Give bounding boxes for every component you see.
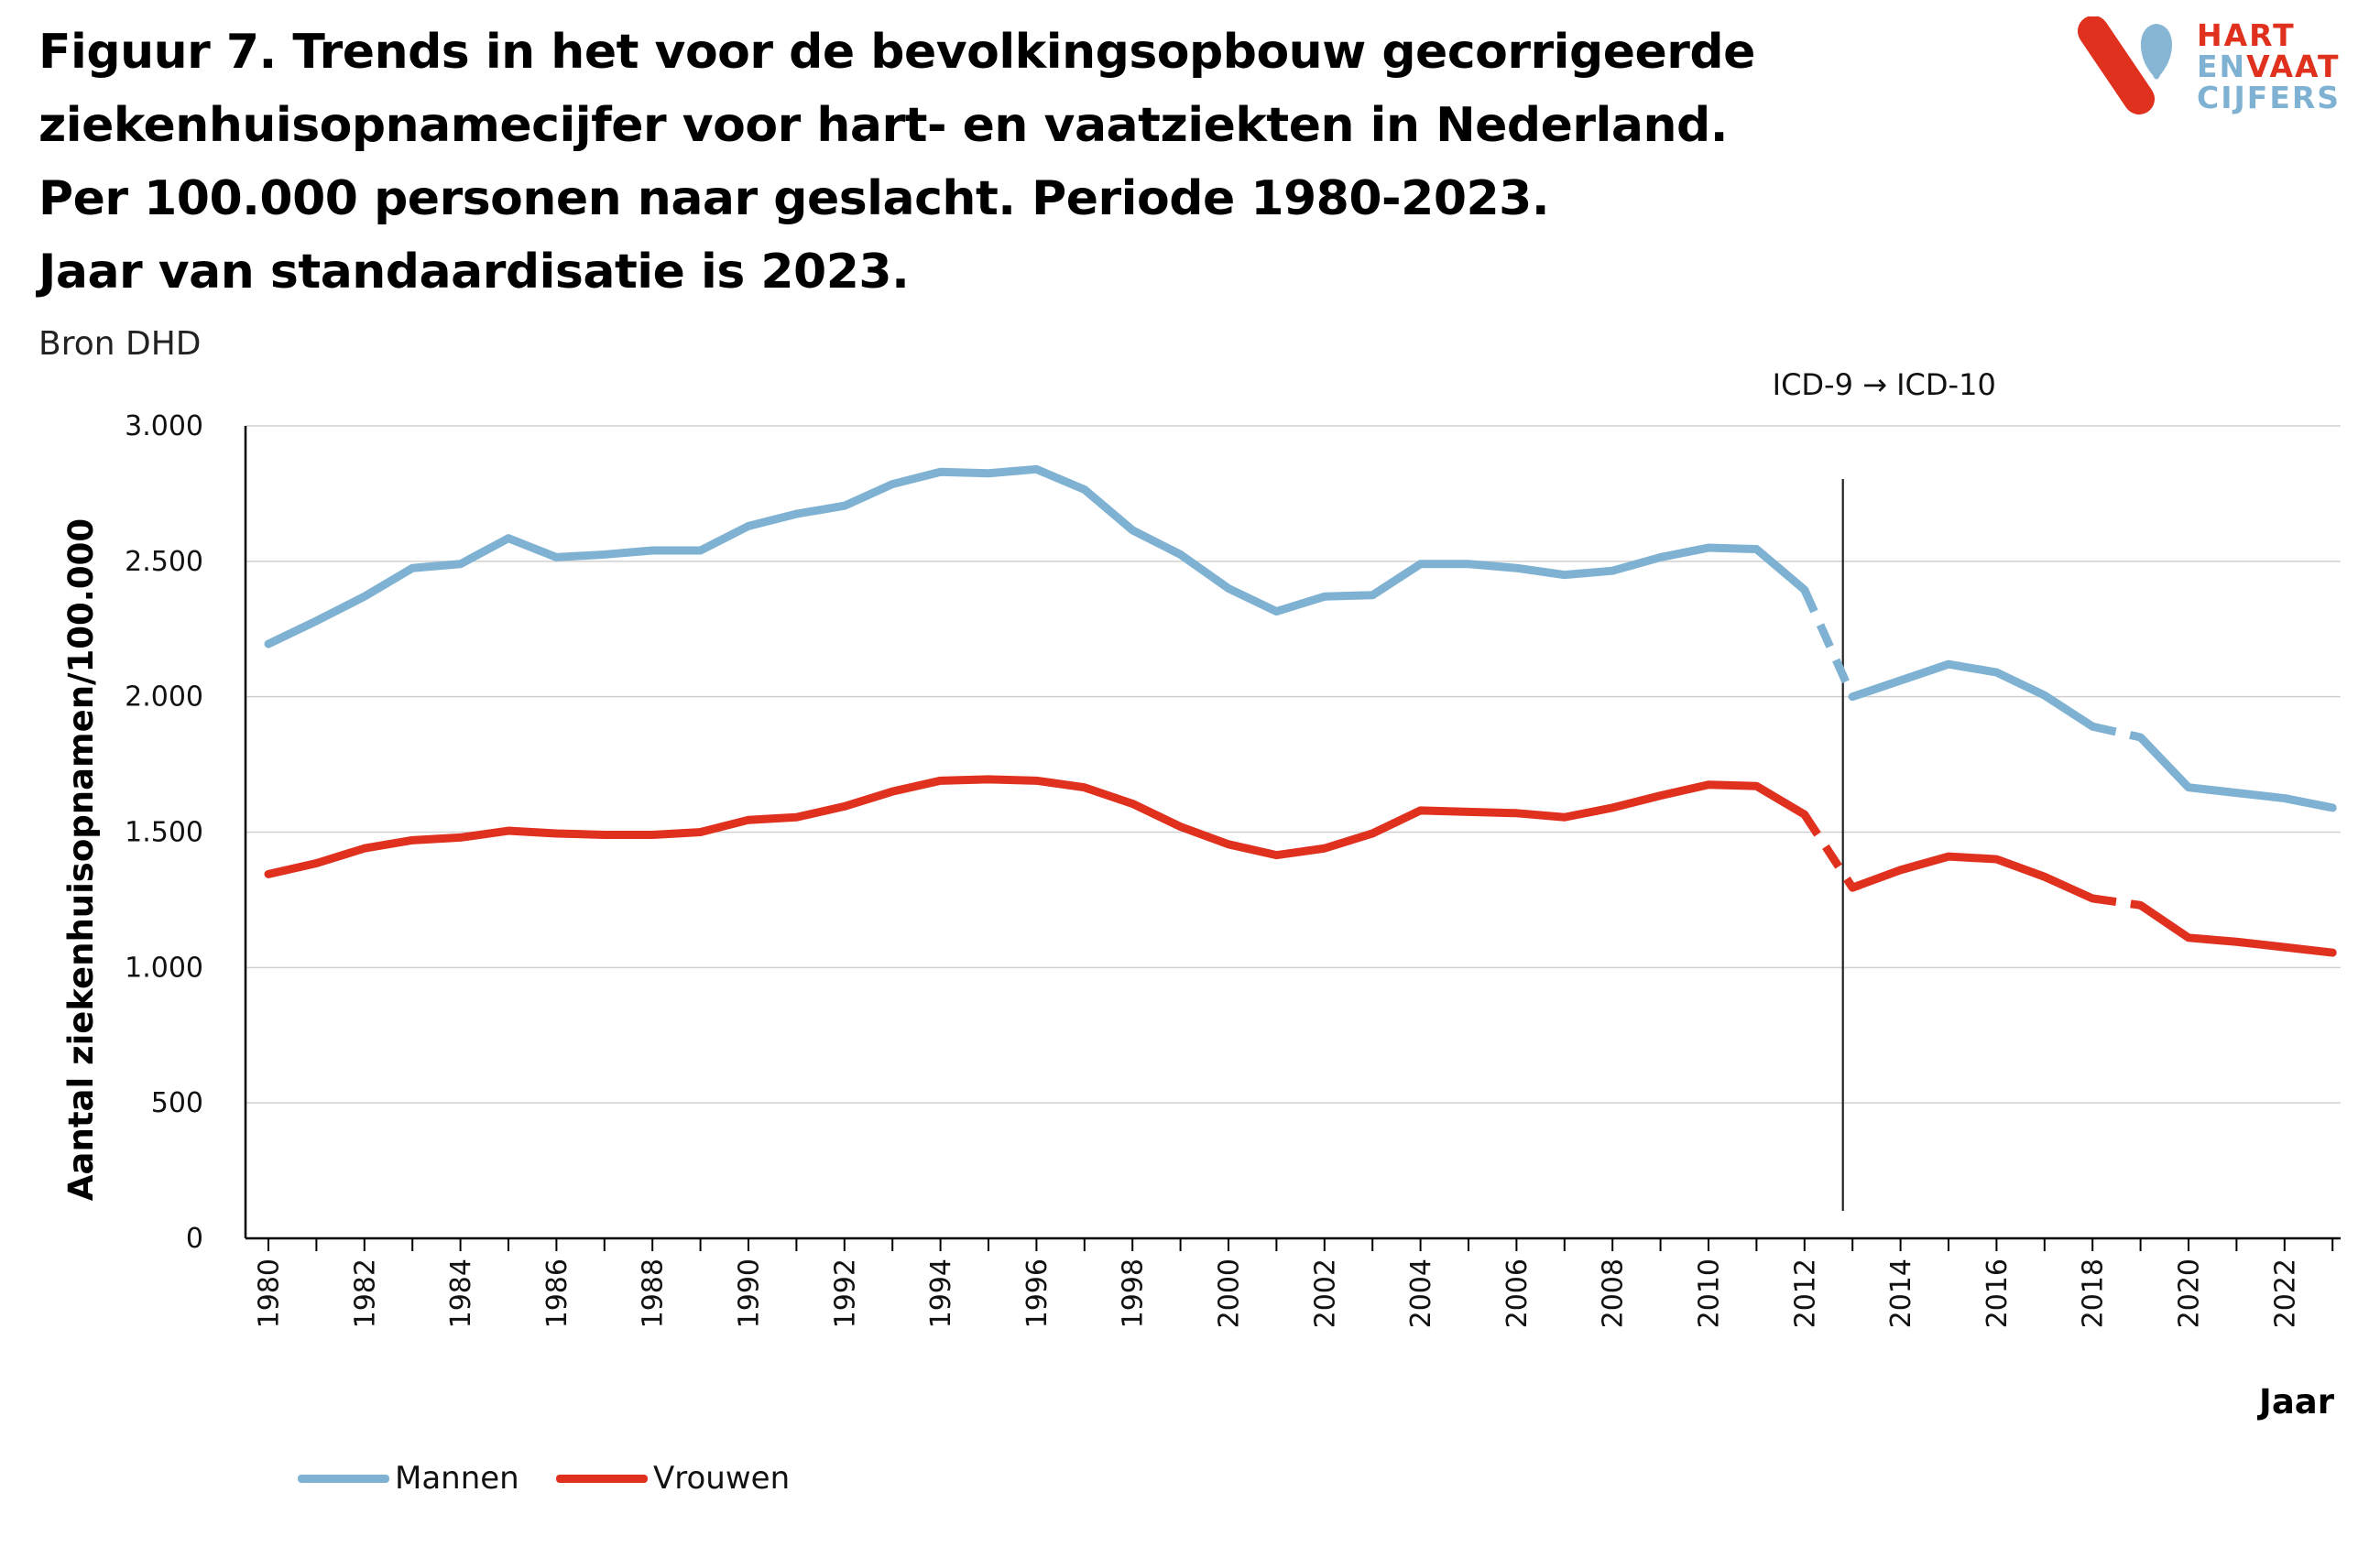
series-line-mannen — [2136, 733, 2337, 812]
logo-text-en-vaat: ENVAAT — [2197, 51, 2341, 82]
x-tick-label: 1988 — [638, 1258, 670, 1328]
legend-swatch-mannen — [298, 1474, 389, 1483]
series-line-vrouwen — [2136, 900, 2337, 957]
x-tick-label: 2010 — [1694, 1258, 1726, 1328]
x-tick-label: 1998 — [1118, 1258, 1150, 1328]
series-dashed-segment-vrouwen — [2091, 894, 2142, 910]
source-note: Bron DHD — [38, 325, 202, 363]
y-tick-label: 500 — [151, 1087, 203, 1119]
y-tick-label: 1.500 — [125, 817, 203, 849]
x-tick-label: 2014 — [1885, 1258, 1917, 1328]
x-tick-label: 2000 — [1214, 1258, 1246, 1328]
x-tick-label: 2002 — [1309, 1258, 1341, 1328]
series-line-mannen — [1848, 659, 2097, 731]
x-tick-label: 1984 — [445, 1258, 477, 1328]
x-tick-label: 2016 — [1982, 1258, 2014, 1328]
logo-text-vaat: VAAT — [2246, 49, 2341, 84]
x-tick-label: 1994 — [925, 1258, 957, 1328]
x-tick-label: 2004 — [1405, 1258, 1437, 1328]
hartenvaatcijfers-logo: HART ENVAAT CIJFERS — [2069, 16, 2362, 117]
x-tick-label: 2012 — [1789, 1258, 1821, 1328]
chart-title-line-4: Jaar van standaardisatie is 2023. — [38, 245, 910, 300]
y-tick-label: 2.500 — [125, 546, 203, 578]
y-tick-label: 0 — [186, 1223, 203, 1255]
x-tick-label: 2020 — [2174, 1258, 2206, 1328]
x-tick-label: 2006 — [1501, 1258, 1534, 1328]
x-tick-label: 1982 — [349, 1258, 381, 1328]
y-tick-label: 3.000 — [125, 410, 203, 442]
series-line-vrouwen — [264, 775, 1809, 878]
chart-title-line-2: ziekenhuisopnamecijfer voor hart- en vaa… — [38, 98, 1728, 153]
x-tick-label: 2018 — [2078, 1258, 2110, 1328]
chart-title-line-3: Per 100.000 personen naar geslacht. Peri… — [38, 171, 1550, 226]
x-tick-label: 1996 — [1021, 1258, 1054, 1328]
chart-title-line-1: Figuur 7. Trends in het voor de bevolkin… — [38, 25, 1755, 80]
logo-text-hart: HART — [2197, 17, 2296, 53]
legend-swatch-vrouwen — [556, 1474, 648, 1483]
legend-label-mannen: Mannen — [395, 1460, 519, 1497]
logo-mark-icon — [2078, 16, 2173, 114]
legend-label-vrouwen: Vrouwen — [653, 1460, 791, 1497]
x-tick-label: 2022 — [2269, 1258, 2301, 1328]
series-line-vrouwen — [1848, 852, 2097, 903]
logo-text-cijfers: CIJFERS — [2197, 80, 2342, 115]
x-axis-title: Jaar — [2256, 1382, 2335, 1422]
x-tick-label: 1990 — [734, 1258, 766, 1328]
y-tick-label: 2.000 — [125, 681, 203, 714]
series-dashed-segment-mannen — [1800, 588, 1857, 699]
x-tick-label: 2008 — [1598, 1258, 1630, 1328]
x-tick-label: 1992 — [829, 1258, 861, 1328]
y-tick-label: 1.000 — [125, 952, 203, 984]
logo-text-en: EN — [2197, 49, 2247, 84]
icd-change-label: ICD-9 → ICD-10 — [1773, 367, 1996, 402]
y-axis-title: Aantal ziekenhuisopnamen/100.000 — [61, 518, 101, 1201]
series-dashed-segment-vrouwen — [1801, 812, 1856, 890]
legend-item-vrouwen: Vrouwen — [556, 1458, 790, 1498]
series-line-mannen — [264, 464, 1809, 648]
series-dashed-segment-mannen — [2091, 722, 2142, 742]
x-tick-label: 1980 — [254, 1258, 286, 1328]
legend-item-mannen: Mannen — [298, 1458, 519, 1498]
x-tick-label: 1986 — [541, 1258, 573, 1328]
